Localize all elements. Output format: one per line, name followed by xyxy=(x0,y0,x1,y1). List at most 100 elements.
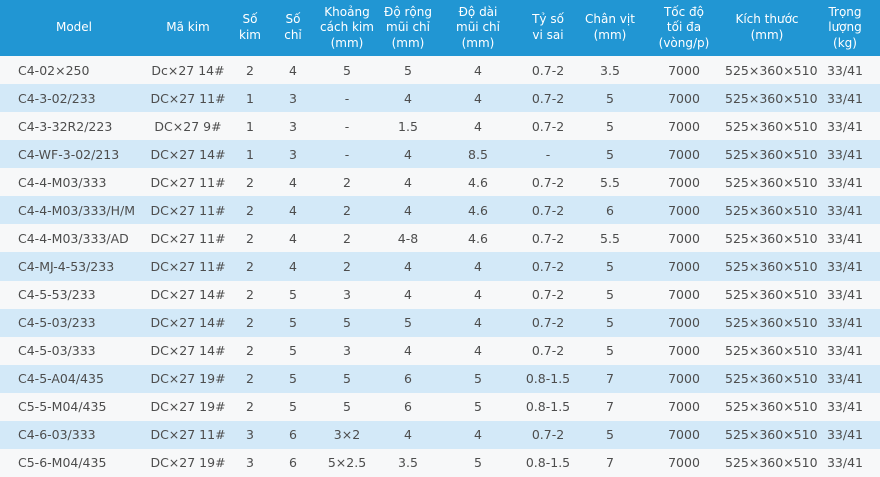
cell-chan-vit: 5 xyxy=(606,287,614,303)
table-row: C4-WF-3-02/213 DC×27 14# 1 3 - 4 8.5 - 5 7000 525×… xyxy=(0,140,880,169)
cell-so-chi: 3 xyxy=(289,90,297,106)
model-cell: C5-5-M04/435 xyxy=(18,399,107,415)
cell-do-rong-mui-chi: 4 xyxy=(404,258,412,274)
table-header: Model Mã kim Số kim Số chỉ Khoảng cách k… xyxy=(0,0,880,56)
model-cell: C4-4-M03/333/H/M xyxy=(18,202,136,218)
table-row: C4-02×250 Dc×27 14# 2 4 5 5 4 0.7-2 3.5 7000 525×3… xyxy=(0,56,880,85)
cell-ma-kim: DC×27 19# xyxy=(150,455,226,471)
cell-so-kim: 2 xyxy=(246,287,254,303)
cell-do-dai-mui-chi: 4 xyxy=(474,258,482,274)
cell-ma-kim: DC×27 11# xyxy=(150,258,226,274)
cell-trong-luong: 33/41 xyxy=(826,202,864,218)
cell-do-rong-mui-chi: 5 xyxy=(404,62,412,78)
table-row: C5-5-M04/435 DC×27 19# 2 5 5 6 5 0.8-1.5 7 7000 52… xyxy=(0,392,880,421)
cell-ma-kim: Dc×27 14# xyxy=(151,62,225,78)
cell-kich-thuoc: 525×360×510 xyxy=(725,202,818,218)
cell-chan-vit: 7 xyxy=(606,455,614,471)
cell-chan-vit: 7 xyxy=(606,371,614,387)
cell-toc-do-toi-da: 7000 xyxy=(668,174,700,190)
cell-so-kim: 2 xyxy=(246,174,254,190)
cell-so-kim: 1 xyxy=(246,146,254,162)
cell-ma-kim: DC×27 14# xyxy=(150,146,226,162)
cell-chan-vit: 5 xyxy=(606,315,614,331)
cell-ty-so-vi-sai: 0.7-2 xyxy=(531,258,565,274)
col-header-chan-vit: Chân vịt (mm) xyxy=(576,0,644,56)
cell-so-kim: 1 xyxy=(246,90,254,106)
cell-so-chi: 3 xyxy=(289,118,297,134)
col-header-so-chi: Số chỉ xyxy=(272,0,314,56)
cell-toc-do-toi-da: 7000 xyxy=(668,399,700,415)
cell-toc-do-toi-da: 7000 xyxy=(668,371,700,387)
cell-ma-kim: DC×27 9# xyxy=(154,118,222,134)
cell-do-dai-mui-chi: 4 xyxy=(474,90,482,106)
cell-trong-luong: 33/41 xyxy=(826,230,864,246)
cell-trong-luong: 33/41 xyxy=(826,174,864,190)
model-cell: C5-6-M04/435 xyxy=(18,455,107,471)
cell-chan-vit: 7 xyxy=(606,399,614,415)
cell-chan-vit: 5 xyxy=(606,118,614,134)
cell-trong-luong: 33/41 xyxy=(826,118,864,134)
cell-do-dai-mui-chi: 4 xyxy=(474,427,482,443)
cell-do-rong-mui-chi: 6 xyxy=(404,399,412,415)
model-cell: C4-6-03/333 xyxy=(18,427,96,443)
cell-khoang-cach-kim: - xyxy=(344,90,350,106)
cell-kich-thuoc: 525×360×510 xyxy=(725,230,818,246)
cell-ma-kim: DC×27 19# xyxy=(150,399,226,415)
cell-kich-thuoc: 525×360×510 xyxy=(725,371,818,387)
cell-toc-do-toi-da: 7000 xyxy=(668,62,700,78)
col-header-toc-do-toi-da: Tốc độ tối đa (vòng/p) xyxy=(644,0,724,56)
col-header-model: Model xyxy=(0,0,148,56)
model-cell: C4-5-03/233 xyxy=(18,315,96,331)
cell-khoang-cach-kim: 3×2 xyxy=(333,427,361,443)
cell-so-kim: 2 xyxy=(246,62,254,78)
cell-do-rong-mui-chi: 4 xyxy=(404,174,412,190)
cell-so-chi: 4 xyxy=(289,230,297,246)
cell-toc-do-toi-da: 7000 xyxy=(668,90,700,106)
cell-so-kim: 2 xyxy=(246,230,254,246)
cell-chan-vit: 5 xyxy=(606,258,614,274)
table-row: C4-4-M03/333/H/M DC×27 11# 2 4 2 4 4.6 0.7-2 6 70… xyxy=(0,196,880,225)
cell-do-dai-mui-chi: 4 xyxy=(474,287,482,303)
cell-do-rong-mui-chi: 6 xyxy=(404,371,412,387)
cell-so-chi: 5 xyxy=(289,399,297,415)
col-header-trong-luong: Trọng lượng (kg) xyxy=(810,0,880,56)
cell-so-kim: 2 xyxy=(246,343,254,359)
cell-kich-thuoc: 525×360×510 xyxy=(725,399,818,415)
model-cell: C4-4-M03/333/AD xyxy=(18,230,129,246)
cell-kich-thuoc: 525×360×510 xyxy=(725,146,818,162)
cell-do-dai-mui-chi: 4 xyxy=(474,343,482,359)
cell-ty-so-vi-sai: 0.7-2 xyxy=(531,202,565,218)
cell-ty-so-vi-sai: 0.7-2 xyxy=(531,90,565,106)
cell-kich-thuoc: 525×360×510 xyxy=(725,427,818,443)
cell-khoang-cach-kim: - xyxy=(344,146,350,162)
cell-chan-vit: 5 xyxy=(606,427,614,443)
table-row: C4-4-M03/333 DC×27 11# 2 4 2 4 4.6 0.7-2 5.5 7000… xyxy=(0,168,880,197)
cell-do-dai-mui-chi: 5 xyxy=(474,455,482,471)
cell-kich-thuoc: 525×360×510 xyxy=(725,174,818,190)
table-row: C4-3-02/233 DC×27 11# 1 3 - 4 4 0.7-2 5 7000 525×3… xyxy=(0,84,880,113)
cell-so-chi: 5 xyxy=(289,287,297,303)
cell-so-kim: 2 xyxy=(246,202,254,218)
cell-chan-vit: 5 xyxy=(606,343,614,359)
cell-do-dai-mui-chi: 5 xyxy=(474,399,482,415)
cell-ty-so-vi-sai: 0.7-2 xyxy=(531,62,565,78)
cell-khoang-cach-kim: 2 xyxy=(343,174,351,190)
table-row: C4-5-53/233 DC×27 14# 2 5 3 4 4 0.7-2 5 7000 525×3… xyxy=(0,280,880,309)
cell-do-dai-mui-chi: 4 xyxy=(474,315,482,331)
col-header-ma-kim: Mã kim xyxy=(148,0,228,56)
cell-khoang-cach-kim: 2 xyxy=(343,230,351,246)
model-cell: C4-5-53/233 xyxy=(18,287,96,303)
cell-do-rong-mui-chi: 4 xyxy=(404,146,412,162)
table-row: C4-5-03/333 DC×27 14# 2 5 3 4 4 0.7-2 5 7000 525×3… xyxy=(0,336,880,365)
cell-ma-kim: DC×27 14# xyxy=(150,343,226,359)
cell-toc-do-toi-da: 7000 xyxy=(668,118,700,134)
cell-do-dai-mui-chi: 8.5 xyxy=(468,146,488,162)
cell-khoang-cach-kim: 5×2.5 xyxy=(327,455,367,471)
cell-kich-thuoc: 525×360×510 xyxy=(725,90,818,106)
cell-so-chi: 5 xyxy=(289,343,297,359)
cell-trong-luong: 33/41 xyxy=(826,455,864,471)
cell-do-rong-mui-chi: 1.5 xyxy=(398,118,418,134)
cell-ty-so-vi-sai: 0.7-2 xyxy=(531,315,565,331)
cell-so-kim: 2 xyxy=(246,399,254,415)
